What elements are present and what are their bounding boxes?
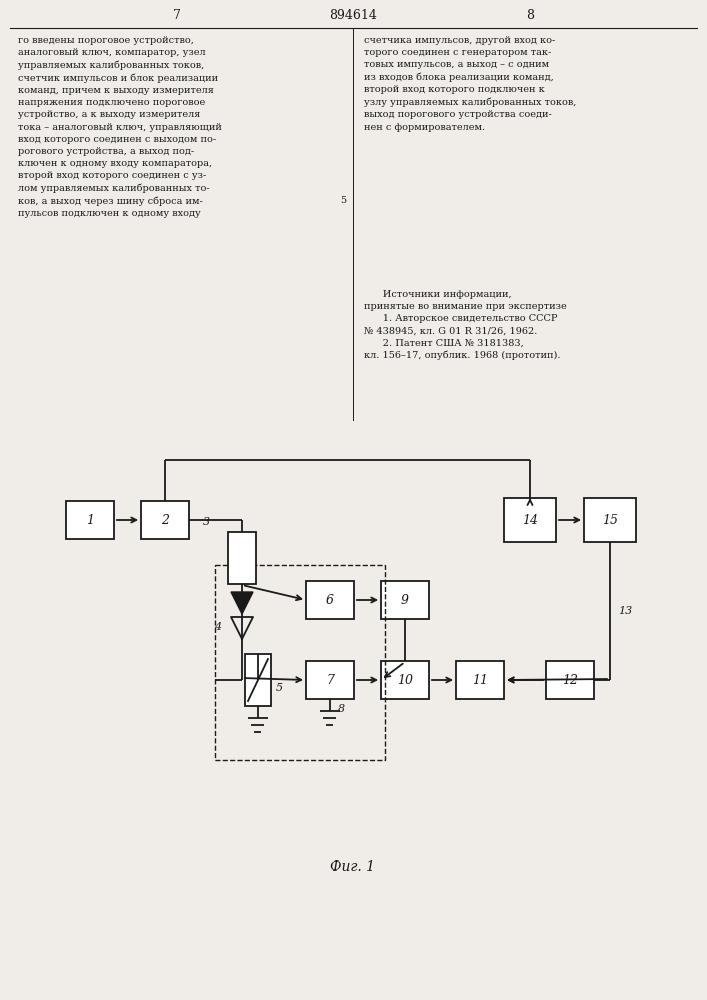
Text: 10: 10 bbox=[397, 674, 413, 686]
Polygon shape bbox=[231, 592, 253, 614]
Text: счетчика импульсов, другой вход ко-
торого соединен с генератором так-
товых имп: счетчика импульсов, другой вход ко- торо… bbox=[364, 36, 576, 131]
Text: 5: 5 bbox=[340, 196, 346, 205]
Bar bbox=[306, 661, 354, 699]
Text: Источники информации,
принятые во внимание при экспертизе
      1. Авторское сви: Источники информации, принятые во вниман… bbox=[364, 290, 567, 360]
Text: го введены пороговое устройство,
аналоговый ключ, компаратор, узел
управляемых к: го введены пороговое устройство, аналого… bbox=[18, 36, 222, 218]
Text: 1: 1 bbox=[86, 514, 94, 526]
Bar bbox=[546, 661, 594, 699]
Text: 15: 15 bbox=[602, 514, 618, 526]
Text: 7: 7 bbox=[173, 9, 181, 22]
Bar bbox=[381, 581, 429, 619]
Bar bbox=[245, 654, 271, 706]
Text: 7: 7 bbox=[326, 674, 334, 686]
Bar bbox=[306, 581, 354, 619]
Bar bbox=[456, 661, 504, 699]
Bar bbox=[215, 565, 385, 760]
Text: 14: 14 bbox=[522, 514, 538, 526]
Text: 9: 9 bbox=[401, 593, 409, 606]
Bar bbox=[141, 501, 189, 539]
Text: 894614: 894614 bbox=[329, 9, 377, 22]
Text: 11: 11 bbox=[472, 674, 488, 686]
Bar bbox=[66, 501, 114, 539]
Text: Фиг. 1: Фиг. 1 bbox=[330, 860, 375, 874]
Text: 5: 5 bbox=[276, 683, 283, 693]
Text: 4: 4 bbox=[214, 622, 221, 632]
Bar bbox=[504, 498, 556, 542]
Text: 3: 3 bbox=[203, 517, 210, 527]
Text: 2: 2 bbox=[161, 514, 169, 526]
Bar bbox=[228, 532, 256, 584]
Bar bbox=[584, 498, 636, 542]
Text: 8: 8 bbox=[338, 704, 345, 714]
Bar bbox=[381, 661, 429, 699]
Text: 13: 13 bbox=[618, 606, 632, 616]
Text: 8: 8 bbox=[526, 9, 534, 22]
Text: 6: 6 bbox=[326, 593, 334, 606]
Text: 12: 12 bbox=[562, 674, 578, 686]
